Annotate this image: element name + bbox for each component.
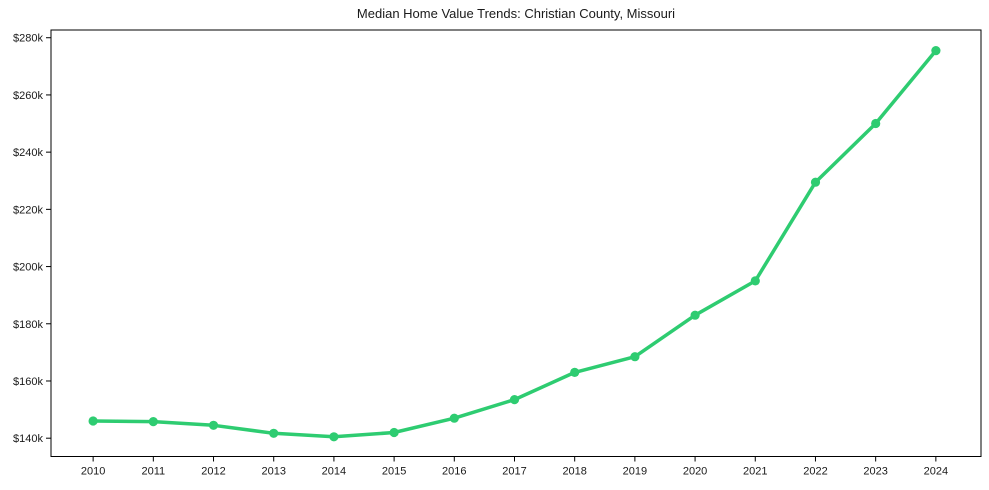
data-point-2010 [88, 416, 98, 426]
data-point-2015 [389, 427, 399, 438]
x-tick-label: 2013 [261, 466, 285, 478]
y-tick-label: $200k [13, 262, 43, 274]
chart-title: Median Home Value Trends: Christian Coun… [356, 6, 676, 21]
data-point-2019 [630, 352, 640, 362]
x-tick-label: 2018 [562, 466, 586, 478]
y-tick-label: $140k [13, 433, 43, 445]
data-point-2014 [329, 432, 339, 442]
data-point-2013 [269, 428, 279, 438]
x-tick-label: 2019 [623, 466, 647, 478]
x-tick-label: 2011 [142, 466, 166, 478]
data-point-2022 [810, 177, 821, 187]
data-point-2021 [750, 276, 760, 286]
data-point-2023 [871, 118, 881, 129]
y-tick-label: $180k [13, 319, 43, 331]
axes-frame [50, 29, 982, 457]
y-tick-label: $240k [13, 147, 43, 159]
x-tick-label: 2012 [201, 466, 225, 478]
x-tick-label: 2017 [502, 466, 526, 478]
y-tick-label: $220k [13, 204, 43, 216]
data-point-2016 [449, 413, 459, 423]
x-tick-label: 2022 [803, 466, 827, 478]
x-tick-label: 2010 [81, 466, 105, 478]
y-tick-label: $260k [13, 90, 43, 102]
x-tick-label: 2014 [322, 466, 346, 478]
trend-line [91, 48, 938, 439]
data-point-2012 [208, 420, 219, 430]
y-tick-label: $280k [13, 33, 43, 45]
x-tick-label: 2020 [683, 466, 707, 478]
data-point-2011 [148, 417, 158, 427]
y-tick-label: $160k [13, 376, 43, 388]
data-point-2024 [931, 46, 941, 56]
x-tick-label: 2015 [382, 466, 406, 478]
x-tick-label: 2016 [442, 466, 466, 478]
x-tick-label: 2023 [863, 466, 887, 478]
data-point-2017 [509, 395, 520, 405]
x-tick-label: 2024 [924, 466, 948, 478]
data-point-2020 [690, 310, 700, 320]
x-tick-label: 2021 [743, 466, 767, 478]
data-point-2018 [570, 367, 580, 377]
